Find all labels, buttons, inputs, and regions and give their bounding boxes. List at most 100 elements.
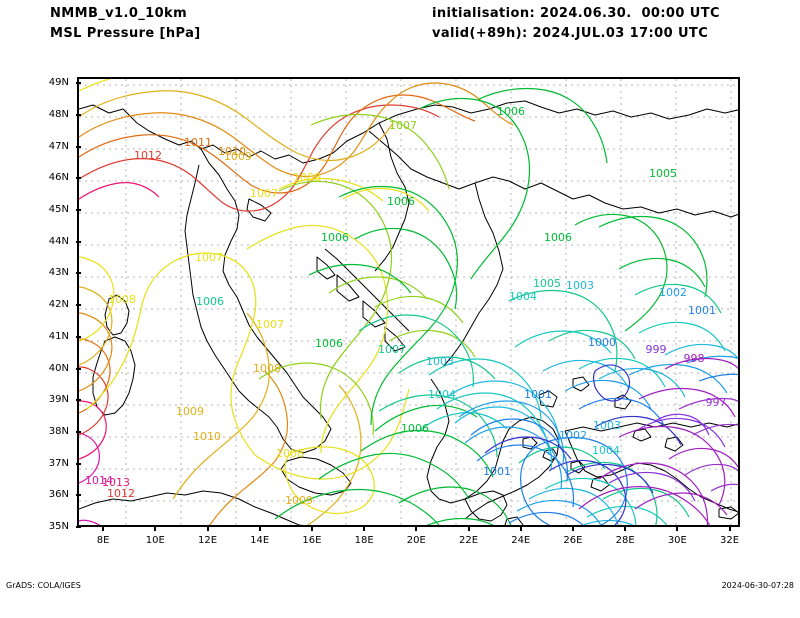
y-axis-tick-label: 40N	[48, 362, 69, 374]
contour-label: 1008	[276, 447, 304, 460]
contour-label: 1000	[588, 336, 616, 349]
contour-label: 1005	[533, 277, 561, 290]
contour-labels-layer: 1012101110101009100810071006100710061005…	[85, 105, 727, 507]
x-axis-tick-label: 30E	[667, 535, 687, 546]
x-axis-tick-label: 12E	[197, 535, 218, 546]
contour-997	[678, 397, 738, 492]
x-axis-tick-label: 32E	[720, 535, 740, 546]
contour-label: 1006	[196, 295, 224, 308]
coastlines-layer	[79, 100, 738, 525]
x-axis-tick-mark	[258, 526, 261, 531]
x-axis-tick-mark	[676, 526, 679, 531]
y-axis-tick-label: 36N	[48, 489, 69, 501]
x-axis-tick-mark	[728, 526, 731, 531]
x-axis-tick-mark	[310, 526, 313, 531]
contour-label: 1007	[195, 251, 223, 264]
contour-label: 1006	[321, 231, 349, 244]
y-axis-tick-mark	[76, 240, 81, 243]
x-axis-tick-label: 28E	[615, 535, 635, 546]
contour-998	[578, 357, 738, 525]
x-axis-tick-label: 10E	[145, 535, 165, 546]
y-axis-tick-mark	[76, 462, 81, 465]
contour-label: 1012	[134, 149, 162, 162]
y-axis-tick-label: 38N	[48, 425, 69, 437]
contour-1008	[79, 79, 430, 515]
contour-1005	[358, 283, 722, 525]
grid-lines	[79, 79, 738, 525]
x-axis-tick-label: 14E	[250, 535, 270, 546]
contour-1012	[79, 104, 440, 436]
contour-label: 1002	[659, 286, 687, 299]
contour-label: 1005	[649, 167, 677, 180]
contour-label: 1002	[559, 429, 587, 442]
x-axis-tick-label: 8E	[96, 535, 110, 546]
x-axis-tick-mark	[624, 526, 627, 531]
x-axis-tick-label: 18E	[354, 535, 374, 546]
y-axis-tick-label: 43N	[48, 267, 69, 279]
contour-label: 1010	[218, 145, 246, 158]
y-axis-tick-label: 49N	[48, 77, 69, 89]
y-axis-tick-label: 47N	[48, 140, 69, 152]
x-axis-tick-mark	[102, 526, 105, 531]
contour-label: 1008	[293, 171, 321, 184]
contour-label: 1006	[387, 195, 415, 208]
x-axis-tick-label: 20E	[406, 535, 426, 546]
contour-999	[608, 413, 726, 502]
contour-label: 1008	[108, 293, 136, 306]
y-axis-tick-mark	[76, 335, 81, 338]
contour-1009	[79, 90, 394, 525]
contour-label: 1013	[102, 476, 130, 489]
contour-1006	[274, 87, 708, 525]
generation-timestamp-label: 2024-06-30-07:28	[721, 581, 794, 590]
y-axis-tick-label: 35N	[48, 521, 69, 532]
y-axis-tick-mark	[76, 430, 81, 433]
x-axis-tick-mark	[571, 526, 574, 531]
contour-label: 1004	[428, 388, 456, 401]
initialisation-label: initialisation: 2024.06.30. 00:00 UTC	[432, 6, 720, 21]
contour-label: 1003	[593, 419, 621, 432]
y-axis-tick-mark	[76, 304, 81, 307]
field-name-label: MSL Pressure [hPa]	[50, 26, 201, 41]
contour-label: 999	[646, 343, 667, 356]
x-axis-tick-label: 16E	[302, 535, 322, 546]
contour-label: 1006	[315, 337, 343, 350]
contour-label: 1009	[285, 494, 313, 507]
y-axis-tick-mark	[76, 145, 81, 148]
x-axis-tick-label: 22E	[459, 535, 479, 546]
contour-label: 1004	[509, 290, 537, 303]
contour-label: 997	[706, 396, 727, 409]
y-axis-tick-mark	[76, 209, 81, 212]
valid-time-label: valid(+89h): 2024.JUL.03 17:00 UTC	[432, 26, 709, 41]
producer-credit-label: GrADS: COLA/IGES	[6, 581, 81, 590]
contour-1013	[79, 182, 160, 460]
contour-label: 1014	[85, 474, 113, 487]
contour-label: 998	[684, 352, 705, 365]
x-axis-tick-mark	[467, 526, 470, 531]
contour-label: 1007	[250, 187, 278, 200]
y-axis-tick-mark	[76, 367, 81, 370]
x-axis-tick-label: 24E	[511, 535, 531, 546]
contour-label: 1004	[592, 444, 620, 457]
y-axis-tick-mark	[76, 82, 81, 85]
contour-label: 1007	[378, 343, 406, 356]
x-axis-tick-mark	[363, 526, 366, 531]
contour-label: 1007	[389, 119, 417, 132]
contour-label: 1009	[224, 150, 252, 163]
y-axis-tick-label: 48N	[48, 109, 69, 121]
model-name-label: NMMB_v1.0_10km	[50, 6, 188, 21]
y-axis-tick-label: 37N	[48, 457, 69, 469]
contour-label: 1006	[497, 105, 525, 118]
contour-label: 1011	[184, 136, 212, 149]
contour-label: 1012	[107, 487, 135, 500]
y-axis-tick-mark	[76, 272, 81, 275]
x-axis-tick-mark	[519, 526, 522, 531]
contour-1007	[258, 113, 476, 436]
contour-label: 1001	[483, 465, 511, 478]
y-axis-tick-mark	[76, 177, 81, 180]
x-axis-tick-mark	[415, 526, 418, 531]
y-axis-tick-mark	[76, 399, 81, 402]
contour-1002	[458, 355, 738, 525]
x-axis-tick-label: 26E	[563, 535, 583, 546]
contour-label: 1010	[193, 430, 221, 443]
y-axis-tick-mark	[76, 526, 81, 528]
